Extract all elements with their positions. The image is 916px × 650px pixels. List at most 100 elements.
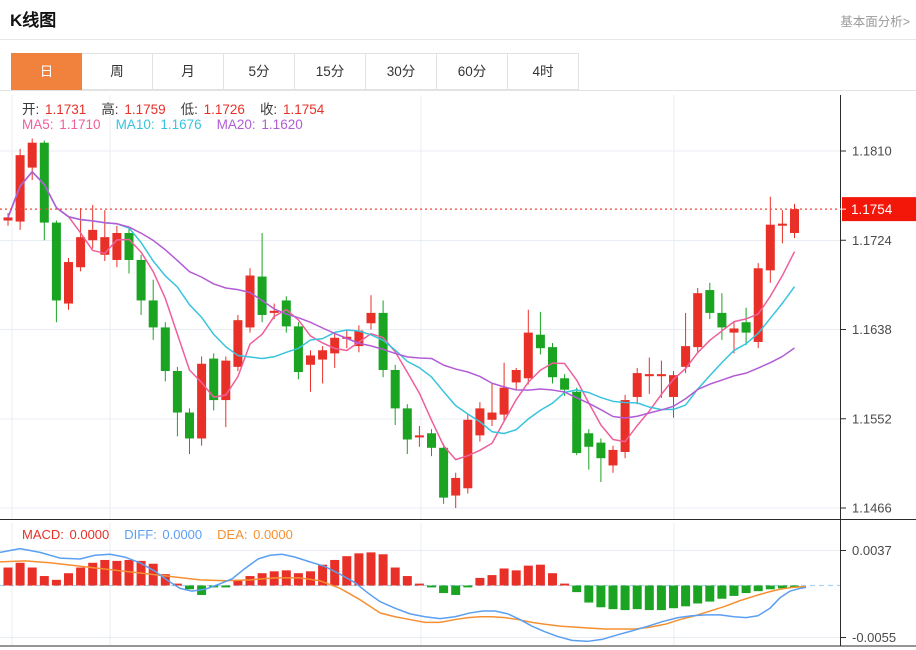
candle[interactable] [64, 257, 73, 310]
candle[interactable] [632, 367, 642, 405]
candle-body [499, 387, 509, 415]
macd-bar [427, 585, 436, 588]
ma20-line [7, 171, 795, 419]
ma5-line [7, 171, 796, 461]
candle[interactable] [15, 148, 25, 230]
macd-bar [354, 553, 364, 586]
candle[interactable] [318, 346, 328, 384]
candle-body [269, 310, 279, 313]
tabbar-underline [0, 90, 916, 91]
candle[interactable] [535, 311, 545, 355]
candle[interactable] [427, 429, 436, 457]
candle[interactable] [3, 213, 13, 226]
candle[interactable] [51, 220, 61, 323]
candle-body [414, 435, 424, 438]
candle-body [378, 312, 388, 370]
macd-bar [439, 585, 449, 594]
candle[interactable] [197, 356, 207, 446]
period-tab-0[interactable]: 日 [11, 53, 82, 90]
candle[interactable] [777, 210, 787, 244]
candle-body [148, 300, 158, 328]
candle[interactable] [572, 387, 582, 456]
macd-bar [330, 559, 340, 586]
candle-body [76, 237, 86, 268]
candle[interactable] [39, 140, 49, 241]
candle[interactable] [76, 208, 86, 272]
candle[interactable] [257, 232, 267, 323]
macd-bar [245, 576, 255, 586]
candle-body [185, 412, 194, 439]
candle[interactable] [136, 254, 146, 315]
candle-body [669, 375, 678, 397]
candle[interactable] [463, 414, 473, 494]
candle[interactable] [741, 307, 751, 346]
candle[interactable] [402, 404, 412, 455]
candle[interactable] [185, 408, 194, 455]
candle[interactable] [366, 295, 376, 330]
candle[interactable] [88, 204, 98, 249]
period-tab-4[interactable]: 15分 [295, 53, 366, 90]
macd-bar [499, 568, 509, 586]
candle[interactable] [596, 438, 606, 483]
macd-bar [185, 585, 194, 590]
candle-body [245, 275, 255, 328]
candle-body [584, 433, 594, 447]
macd-bar [463, 585, 473, 588]
period-tab-7[interactable]: 4时 [508, 53, 579, 90]
macd-bar [402, 576, 412, 586]
candle[interactable] [765, 196, 775, 283]
candle[interactable] [451, 472, 461, 509]
candle[interactable] [620, 394, 630, 459]
candle[interactable] [790, 203, 799, 239]
candle[interactable] [656, 360, 666, 398]
candle[interactable] [306, 350, 315, 392]
macd-bar [76, 567, 86, 586]
candle[interactable] [112, 225, 122, 268]
candle[interactable] [378, 300, 388, 378]
candle[interactable] [124, 228, 134, 274]
candle[interactable] [705, 282, 715, 320]
candle[interactable] [729, 322, 739, 354]
macd-axis-label: -0.0055 [852, 630, 896, 645]
candle[interactable] [499, 362, 509, 421]
candle[interactable] [644, 357, 654, 394]
candle[interactable] [523, 309, 533, 385]
period-tab-6[interactable]: 60分 [437, 53, 508, 90]
candle[interactable] [511, 367, 521, 390]
period-tab-2[interactable]: 月 [153, 53, 224, 90]
candle[interactable] [233, 314, 243, 372]
period-tab-1[interactable]: 周 [82, 53, 153, 90]
macd-bar [172, 583, 182, 586]
macd-bar [584, 585, 594, 603]
candle[interactable] [584, 429, 594, 470]
candle[interactable] [390, 364, 400, 425]
candle-body [39, 142, 49, 223]
candle[interactable] [681, 312, 691, 374]
candle[interactable] [608, 445, 618, 473]
candle[interactable] [148, 279, 158, 340]
candle[interactable] [439, 443, 449, 504]
candle[interactable] [221, 356, 231, 428]
candle[interactable] [209, 353, 219, 411]
candle[interactable] [717, 293, 727, 340]
candle[interactable] [354, 325, 364, 353]
candle[interactable] [330, 332, 340, 368]
period-tab-5[interactable]: 30分 [366, 53, 437, 90]
candle[interactable] [172, 366, 182, 437]
candle[interactable] [27, 138, 37, 181]
macd-bar [124, 559, 134, 586]
candle[interactable] [160, 322, 170, 382]
grid-layer [0, 95, 840, 646]
candle[interactable] [245, 268, 255, 333]
period-tab-3[interactable]: 5分 [224, 53, 295, 90]
candle[interactable] [414, 426, 424, 447]
fundamental-analysis-link[interactable]: 基本面分析> [840, 15, 910, 29]
candle[interactable] [293, 322, 303, 380]
candle[interactable] [693, 287, 703, 354]
candle-body [765, 224, 775, 271]
macd-bar [414, 583, 424, 586]
candle[interactable] [487, 383, 497, 427]
macd-bar [27, 567, 37, 586]
candle[interactable] [669, 371, 678, 418]
